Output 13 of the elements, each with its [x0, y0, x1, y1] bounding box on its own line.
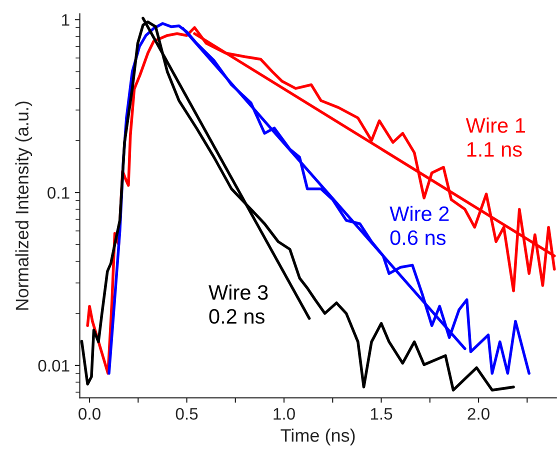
x-tick-label: 2.0: [468, 408, 490, 420]
x-tick-label: 0.5: [176, 408, 198, 420]
y-axis-title: Normalized Intensity (a.u.): [15, 102, 32, 310]
series-label: Wire 1 1.1 ns: [466, 118, 525, 157]
x-axis-title: Time (ns): [280, 428, 355, 446]
x-tick-label: 0.0: [78, 408, 100, 420]
x-tick-label: 1.5: [370, 408, 392, 420]
series-label: Wire 2 0.6 ns: [390, 206, 449, 246]
x-tick-label: 1.0: [274, 408, 295, 420]
y-tick-label: 0.01: [38, 360, 70, 372]
y-tick-label: 0.1: [48, 186, 70, 199]
series-label: Wire 3 0.2 ns: [208, 284, 268, 324]
y-tick-label: 1: [62, 14, 70, 26]
